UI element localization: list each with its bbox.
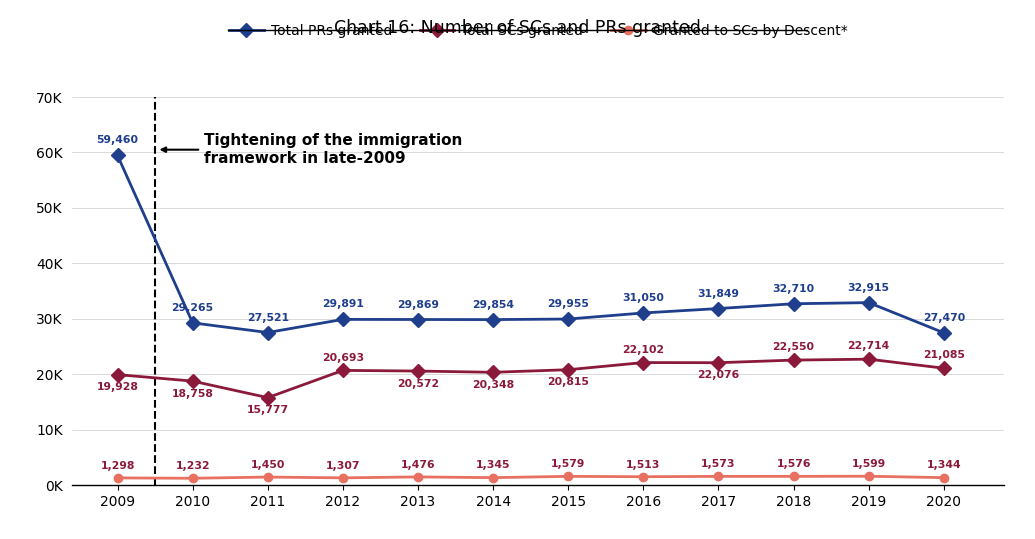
Text: 32,915: 32,915 xyxy=(848,282,890,293)
Text: 1,298: 1,298 xyxy=(100,461,135,471)
Text: 15,777: 15,777 xyxy=(246,405,289,416)
Text: 1,599: 1,599 xyxy=(852,459,886,469)
Text: 1,307: 1,307 xyxy=(326,461,360,471)
Legend: Total PRs granted, Total SCs granted, Granted to SCs by Descent*: Total PRs granted, Total SCs granted, Gr… xyxy=(224,18,853,44)
Text: 1,476: 1,476 xyxy=(401,460,436,469)
Text: 31,849: 31,849 xyxy=(698,288,739,299)
Text: 32,710: 32,710 xyxy=(772,284,815,294)
Text: 18,758: 18,758 xyxy=(172,389,213,399)
Text: 59,460: 59,460 xyxy=(96,135,139,146)
Text: 27,470: 27,470 xyxy=(923,313,965,323)
Text: 29,854: 29,854 xyxy=(472,300,514,309)
Text: 22,550: 22,550 xyxy=(772,342,815,353)
Text: 1,344: 1,344 xyxy=(926,460,962,471)
Text: 1,345: 1,345 xyxy=(476,460,510,471)
Text: 20,348: 20,348 xyxy=(472,380,514,390)
Text: 1,579: 1,579 xyxy=(551,459,586,469)
Text: 20,815: 20,815 xyxy=(548,377,589,388)
Text: 21,085: 21,085 xyxy=(923,350,965,361)
Text: 27,521: 27,521 xyxy=(246,313,289,322)
Text: 29,891: 29,891 xyxy=(322,299,364,309)
Text: 1,450: 1,450 xyxy=(250,460,285,470)
Text: 19,928: 19,928 xyxy=(96,382,139,392)
Text: Chart 16: Number of SCs and PRs granted: Chart 16: Number of SCs and PRs granted xyxy=(334,19,701,37)
Text: 29,955: 29,955 xyxy=(548,299,589,309)
Text: 22,714: 22,714 xyxy=(848,341,890,351)
Text: 31,050: 31,050 xyxy=(622,293,664,303)
Text: 29,265: 29,265 xyxy=(172,303,213,313)
Text: 29,869: 29,869 xyxy=(397,300,439,309)
Text: 1,232: 1,232 xyxy=(175,461,210,471)
Text: 22,076: 22,076 xyxy=(698,370,740,381)
Text: 1,576: 1,576 xyxy=(776,459,810,469)
Text: 22,102: 22,102 xyxy=(622,345,664,355)
Text: 1,573: 1,573 xyxy=(702,459,736,469)
Text: Tightening of the immigration
framework in late-2009: Tightening of the immigration framework … xyxy=(161,134,463,166)
Text: 20,693: 20,693 xyxy=(322,353,364,363)
Text: 1,513: 1,513 xyxy=(626,460,660,469)
Text: 20,572: 20,572 xyxy=(397,379,439,389)
